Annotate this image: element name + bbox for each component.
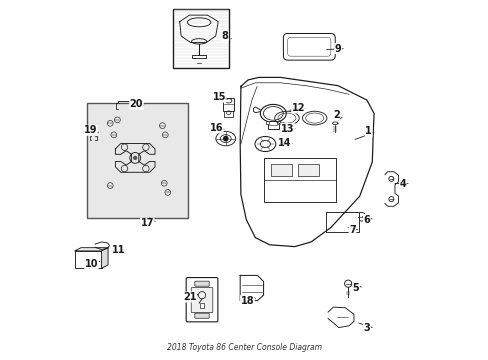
Bar xyxy=(200,303,203,308)
Text: 16: 16 xyxy=(209,123,223,133)
Text: 19: 19 xyxy=(83,125,97,135)
Text: 20: 20 xyxy=(129,99,143,109)
Text: 21: 21 xyxy=(183,292,196,302)
Text: 5: 5 xyxy=(352,283,359,293)
Text: 10: 10 xyxy=(84,258,98,269)
Text: 18: 18 xyxy=(240,296,254,306)
Text: 7: 7 xyxy=(348,225,355,235)
Text: 6: 6 xyxy=(363,215,369,225)
Text: 15: 15 xyxy=(212,92,225,102)
Text: 17: 17 xyxy=(140,218,154,228)
Bar xyxy=(120,103,123,109)
Bar xyxy=(118,101,131,111)
Bar xyxy=(223,98,234,111)
Polygon shape xyxy=(102,248,108,268)
Bar xyxy=(325,212,358,232)
Text: 4: 4 xyxy=(399,179,406,189)
Text: 2: 2 xyxy=(332,110,339,120)
Bar xyxy=(277,121,280,124)
Text: 2018 Toyota 86 Center Console Diagram: 2018 Toyota 86 Center Console Diagram xyxy=(167,343,321,352)
Bar xyxy=(87,103,187,218)
Text: 9: 9 xyxy=(334,44,341,54)
Bar xyxy=(173,9,228,68)
Bar xyxy=(266,121,269,124)
Bar xyxy=(125,103,128,109)
Circle shape xyxy=(133,156,137,160)
Text: 3: 3 xyxy=(363,323,369,333)
Bar xyxy=(271,164,292,176)
Polygon shape xyxy=(75,248,108,251)
Text: 8: 8 xyxy=(221,31,228,41)
Circle shape xyxy=(223,136,228,141)
FancyBboxPatch shape xyxy=(283,33,335,60)
Text: 14: 14 xyxy=(278,138,291,148)
FancyBboxPatch shape xyxy=(194,313,209,318)
Text: 1: 1 xyxy=(365,126,371,136)
Bar xyxy=(297,164,318,176)
Bar xyxy=(192,55,206,58)
Text: 13: 13 xyxy=(281,123,294,134)
Bar xyxy=(89,122,97,136)
Text: 12: 12 xyxy=(291,103,305,113)
Text: 11: 11 xyxy=(112,245,125,255)
Bar xyxy=(267,121,278,129)
Bar xyxy=(264,158,336,202)
FancyBboxPatch shape xyxy=(191,288,212,312)
Bar xyxy=(224,111,232,117)
FancyBboxPatch shape xyxy=(287,37,330,56)
FancyBboxPatch shape xyxy=(194,281,209,286)
FancyBboxPatch shape xyxy=(186,278,218,322)
Bar xyxy=(75,251,102,268)
